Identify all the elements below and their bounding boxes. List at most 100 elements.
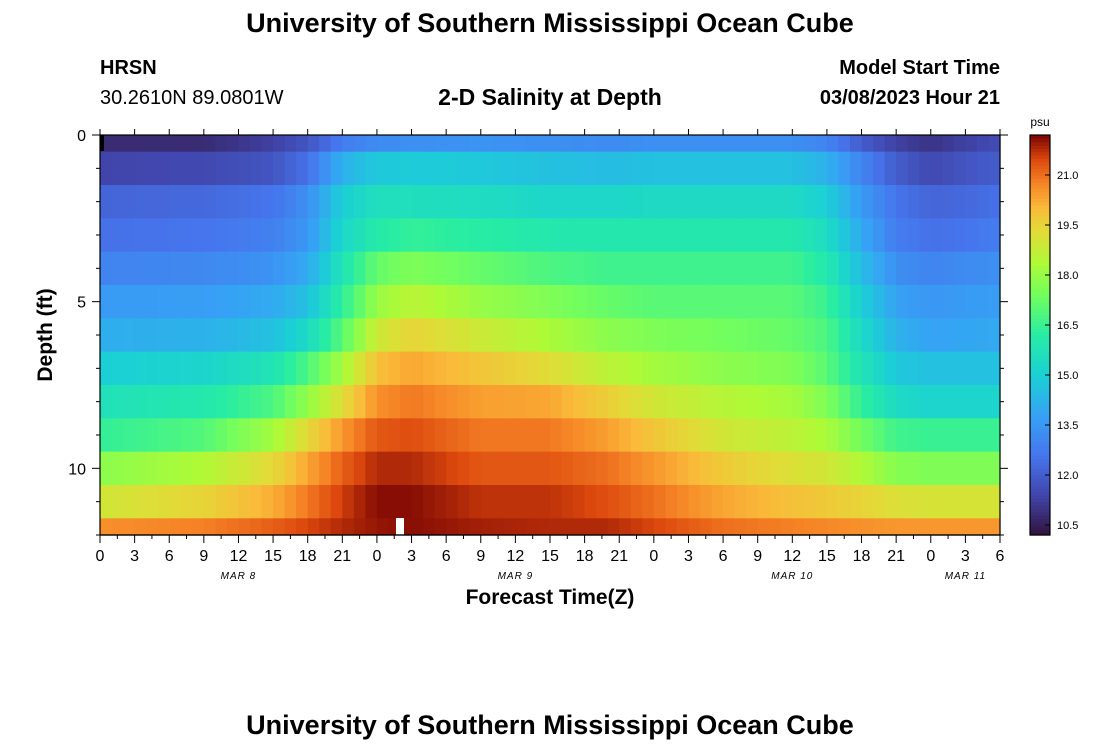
heatmap-cell [342, 451, 355, 486]
heatmap-cell [376, 285, 390, 319]
heatmap-cell [953, 351, 966, 386]
heatmap-cell [169, 485, 182, 519]
heatmap-cell [838, 485, 851, 519]
heatmap-cell [734, 285, 747, 319]
colorbar-segment [1030, 275, 1050, 279]
heatmap-cell [307, 151, 320, 186]
heatmap-cell [284, 351, 297, 386]
heatmap-cell [792, 385, 805, 419]
colorbar-segment [1030, 265, 1050, 269]
heatmap-cell [388, 318, 401, 353]
heatmap-cell [169, 418, 182, 453]
heatmap-cell [215, 518, 228, 536]
heatmap-cell [757, 285, 770, 319]
heatmap-cell [515, 135, 528, 153]
heatmap-cell [976, 418, 990, 453]
heatmap-cell [503, 518, 516, 536]
colorbar-segment [1030, 261, 1050, 266]
heatmap-cell [307, 251, 320, 286]
heatmap-cell [434, 151, 447, 186]
heatmap-cell [723, 285, 736, 319]
heatmap-cell [619, 135, 632, 153]
heatmap-cell [780, 351, 793, 386]
heatmap-cell [769, 518, 782, 536]
heatmap-cell [596, 218, 609, 253]
heatmap-cell [446, 218, 459, 253]
heatmap-cell [146, 385, 159, 419]
heatmap-cell [815, 385, 828, 419]
heatmap-cell [146, 518, 159, 536]
colorbar-segment [1030, 518, 1050, 523]
heatmap-cell [226, 451, 240, 486]
heatmap-cell [365, 285, 378, 319]
colorbar-segment [1030, 305, 1050, 309]
heatmap-cell [111, 218, 124, 253]
heatmap-cell [734, 185, 747, 219]
heatmap-cell [376, 135, 390, 153]
heatmap-cell [215, 151, 228, 186]
heatmap-cell [930, 451, 943, 486]
heatmap-cell [607, 318, 620, 353]
colorbar-segment [1030, 531, 1050, 536]
heatmap-cell [284, 185, 297, 219]
y-axis-label: Depth (ft) [34, 288, 57, 381]
heatmap-cell [630, 351, 643, 386]
heatmap-cell [446, 151, 459, 186]
heatmap-cell [953, 251, 966, 286]
heatmap-cell [480, 451, 493, 486]
heatmap-cell [365, 485, 378, 519]
heatmap-cell [676, 418, 690, 453]
heatmap-cell [861, 251, 874, 286]
heatmap-cell [734, 251, 747, 286]
colorbar-segment [1030, 355, 1050, 359]
heatmap-cell [584, 318, 597, 353]
heatmap-cell [446, 418, 459, 453]
heatmap-cell [919, 518, 932, 536]
heatmap-cell [434, 385, 447, 419]
heatmap-cell [757, 418, 770, 453]
heatmap-cell [307, 135, 320, 153]
heatmap-cell [930, 185, 943, 219]
x-date-label: MAR 8 [221, 571, 257, 582]
heatmap-cell [123, 385, 136, 419]
heatmap-cell [815, 151, 828, 186]
heatmap-cell [434, 251, 447, 286]
heatmap-cell [526, 218, 540, 253]
heatmap-cell [480, 385, 493, 419]
heatmap-cell [296, 518, 309, 536]
colorbar-segment [1030, 465, 1050, 469]
colorbar-segment [1030, 185, 1050, 189]
heatmap-cell [123, 351, 136, 386]
heatmap-cell [169, 251, 182, 286]
heatmap-cell [192, 351, 205, 386]
heatmap-cell [330, 351, 343, 386]
heatmap-cell [792, 451, 805, 486]
heatmap-cell [134, 135, 147, 153]
model-start-time: 03/08/2023 Hour 21 [819, 87, 1000, 109]
heatmap-cell [492, 518, 505, 536]
colorbar-segment [1030, 405, 1050, 409]
heatmap-cell [573, 485, 586, 519]
heatmap-cell [630, 518, 643, 536]
heatmap-cell [665, 351, 678, 386]
heatmap-cell [457, 251, 470, 286]
heatmap-cell [676, 318, 690, 353]
heatmap-cell [642, 218, 655, 253]
heatmap-cell [238, 135, 251, 153]
colorbar-segment [1030, 508, 1050, 513]
heatmap-cell [780, 318, 793, 353]
x-tick-label: 3 [961, 548, 970, 565]
heatmap-cell [792, 185, 805, 219]
heatmap-cell [630, 135, 643, 153]
heatmap-cell [861, 318, 874, 353]
heatmap-cell [584, 218, 597, 253]
heatmap-cell [434, 218, 447, 253]
heatmap-cell [861, 451, 874, 486]
heatmap-cell [319, 351, 332, 386]
heatmap-cell [688, 351, 701, 386]
heatmap-cell [826, 251, 840, 286]
heatmap-cell [792, 251, 805, 286]
heatmap-cell [226, 218, 240, 253]
heatmap-cell [896, 151, 909, 186]
heatmap-cell [261, 385, 274, 419]
